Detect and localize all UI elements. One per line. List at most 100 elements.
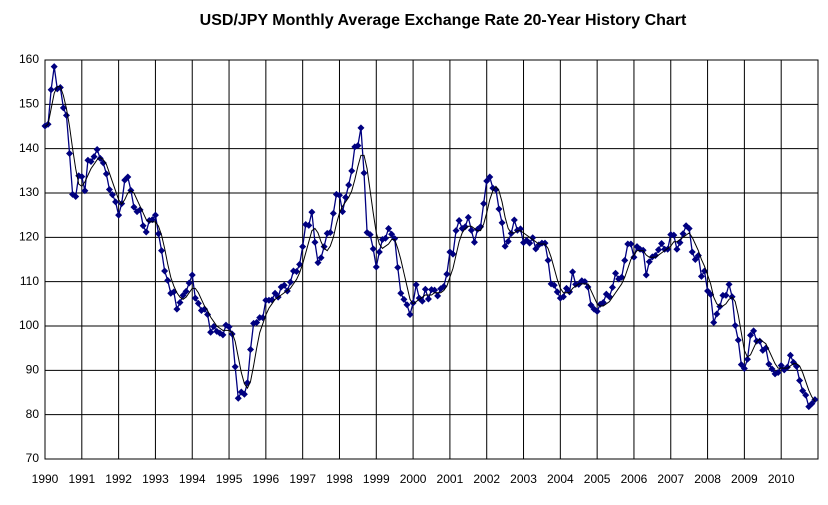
y-tick-label: 120 bbox=[19, 230, 39, 244]
data-marker bbox=[756, 337, 764, 345]
data-marker bbox=[176, 299, 184, 307]
data-marker bbox=[480, 200, 488, 208]
data-marker bbox=[108, 191, 116, 199]
data-marker bbox=[710, 318, 718, 326]
chart-title: USD/JPY Monthly Average Exchange Rate 20… bbox=[200, 12, 687, 29]
data-marker bbox=[381, 234, 389, 242]
data-marker bbox=[391, 235, 399, 243]
data-marker bbox=[308, 208, 316, 216]
data-marker bbox=[645, 258, 653, 266]
data-marker bbox=[317, 254, 325, 262]
x-tick-label: 2005 bbox=[584, 472, 611, 486]
data-marker bbox=[691, 256, 699, 263]
data-marker bbox=[130, 203, 138, 211]
y-tick-label: 80 bbox=[26, 407, 40, 421]
x-tick-label: 1995 bbox=[216, 472, 243, 486]
data-marker bbox=[385, 224, 393, 232]
y-tick-label: 150 bbox=[19, 97, 39, 111]
data-marker bbox=[492, 185, 500, 193]
data-marker bbox=[158, 247, 166, 255]
data-marker bbox=[329, 209, 337, 217]
x-tick-label: 1993 bbox=[142, 472, 169, 486]
data-marker bbox=[799, 387, 807, 395]
data-marker bbox=[697, 272, 705, 280]
data-marker bbox=[72, 193, 80, 201]
x-tick-label: 1994 bbox=[179, 472, 206, 486]
data-marker bbox=[461, 223, 469, 231]
data-marker bbox=[185, 279, 193, 287]
data-marker bbox=[449, 250, 457, 258]
data-marker bbox=[271, 289, 279, 297]
x-tick-label: 1998 bbox=[326, 472, 353, 486]
data-marker bbox=[194, 299, 202, 307]
y-tick-label: 100 bbox=[19, 318, 39, 332]
x-tick-label: 1996 bbox=[253, 472, 280, 486]
data-marker bbox=[495, 205, 503, 213]
data-marker bbox=[455, 216, 463, 224]
data-marker bbox=[360, 169, 368, 177]
data-marker bbox=[115, 211, 123, 219]
x-tick-label: 1992 bbox=[105, 472, 132, 486]
data-marker bbox=[311, 238, 319, 246]
data-marker bbox=[654, 246, 662, 254]
data-marker bbox=[443, 270, 451, 278]
data-marker bbox=[734, 336, 742, 344]
data-marker bbox=[743, 355, 751, 363]
data-marker bbox=[777, 361, 785, 369]
data-marker bbox=[750, 327, 758, 335]
data-marker bbox=[612, 269, 620, 277]
data-marker bbox=[191, 294, 199, 302]
data-marker bbox=[225, 323, 233, 331]
data-marker bbox=[188, 271, 196, 279]
data-marker bbox=[240, 390, 248, 398]
data-marker bbox=[434, 292, 442, 300]
data-marker bbox=[403, 301, 411, 309]
data-marker bbox=[326, 228, 334, 236]
data-marker bbox=[345, 181, 353, 189]
data-marker bbox=[783, 363, 791, 371]
data-marker bbox=[685, 224, 693, 232]
data-marker bbox=[201, 305, 209, 313]
data-marker bbox=[369, 245, 377, 253]
data-marker bbox=[504, 237, 512, 245]
data-marker bbox=[93, 146, 101, 154]
data-marker bbox=[293, 267, 301, 275]
data-marker bbox=[59, 104, 67, 112]
data-marker bbox=[219, 331, 227, 339]
data-marker bbox=[231, 363, 239, 371]
data-marker bbox=[532, 245, 540, 253]
y-tick-label: 70 bbox=[26, 451, 40, 465]
data-marker bbox=[731, 322, 739, 330]
data-marker bbox=[99, 159, 107, 167]
data-marker bbox=[470, 238, 478, 246]
data-marker bbox=[250, 319, 258, 327]
data-marker bbox=[529, 234, 537, 242]
x-tick-label: 1997 bbox=[289, 472, 316, 486]
data-marker bbox=[483, 177, 491, 185]
series-line bbox=[44, 86, 816, 402]
data-marker bbox=[747, 331, 755, 339]
data-marker bbox=[501, 242, 509, 250]
data-marker bbox=[90, 153, 98, 161]
data-marker bbox=[526, 239, 534, 247]
data-marker bbox=[164, 276, 172, 284]
data-marker bbox=[498, 219, 506, 227]
data-marker bbox=[765, 360, 773, 368]
data-marker bbox=[627, 240, 635, 248]
data-marker bbox=[694, 252, 702, 260]
data-marker bbox=[412, 281, 420, 289]
data-marker bbox=[348, 167, 356, 175]
x-tick-label: 1990 bbox=[32, 472, 59, 486]
data-marker bbox=[179, 291, 187, 299]
data-marker bbox=[81, 187, 89, 195]
data-marker bbox=[397, 289, 405, 297]
x-tick-label: 2007 bbox=[657, 472, 684, 486]
data-marker bbox=[569, 268, 577, 276]
data-marker bbox=[670, 231, 678, 239]
data-marker bbox=[66, 150, 74, 158]
data-marker bbox=[124, 173, 132, 181]
data-marker bbox=[431, 286, 439, 294]
data-marker bbox=[802, 391, 810, 399]
